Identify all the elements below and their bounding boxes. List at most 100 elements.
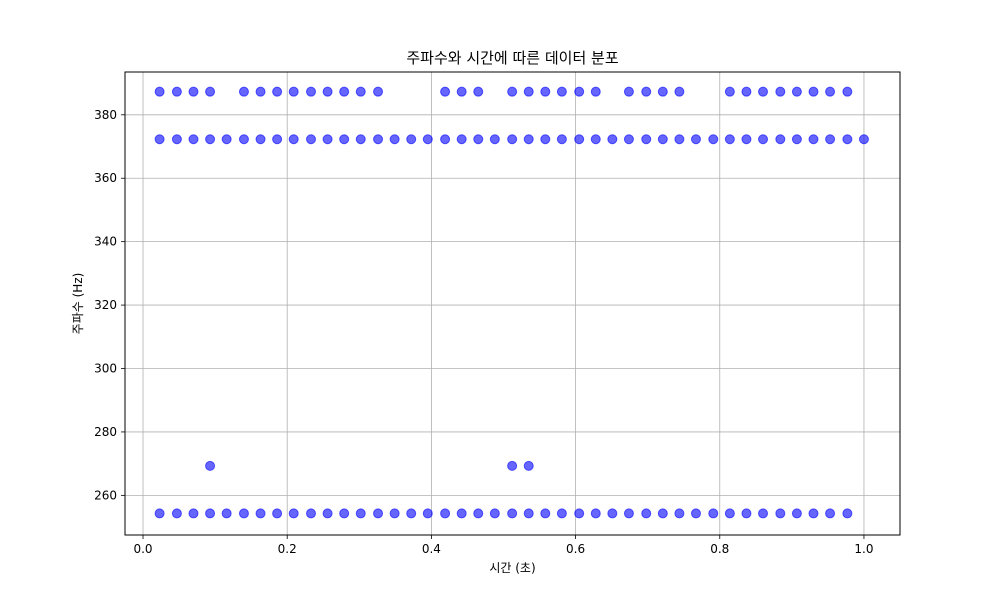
data-point [741,508,752,519]
data-point [556,508,567,519]
data-point [272,508,283,519]
data-point [473,134,484,145]
data-point [306,508,316,519]
data-point [574,508,585,519]
data-point [523,134,534,145]
data-point [775,134,786,145]
data-point [641,134,652,145]
data-point [607,508,618,519]
y-tick-label: 380 [94,108,117,122]
data-point [373,134,384,145]
data-point [154,134,165,145]
data-point [205,460,216,471]
y-axis-title: 주파수 (Hz) [71,273,85,335]
data-point [288,86,299,97]
x-tick-label: 0.8 [710,542,729,556]
data-point [255,86,266,97]
data-point [406,134,417,145]
data-point [690,508,701,519]
data-point [205,508,216,519]
data-point [473,86,484,97]
data-point [456,508,467,519]
data-point [171,86,182,97]
data-point [422,134,433,145]
y-tick-label: 360 [94,171,117,185]
data-point [825,508,836,519]
data-point [623,86,634,97]
data-point [708,134,719,145]
data-point [641,508,652,519]
data-point [657,134,668,145]
data-point [556,134,567,145]
plot-area-frame [124,71,901,536]
data-point [389,134,400,145]
x-axis-ticks: 0.0 0.2 0.4 0.6 0.8 1.0 [133,535,874,556]
data-point [507,460,518,471]
x-tick-label: 1.0 [854,542,873,556]
data-point [825,86,836,97]
data-point [574,134,585,145]
data-point [306,134,316,145]
data-point [523,460,534,471]
data-point [808,86,819,97]
data-point [574,86,585,97]
data-point [440,134,451,145]
data-point [674,508,685,519]
data-point [708,508,719,519]
y-axis-ticks: 260 280 300 320 340 360 380 [94,108,125,502]
data-point [355,134,366,145]
x-tick-label: 0.0 [133,542,152,556]
data-point [188,134,199,145]
data-point [775,86,786,97]
y-tick-label: 320 [94,298,117,312]
data-point [221,508,232,519]
x-tick-label: 0.6 [566,542,585,556]
data-point [507,86,518,97]
data-point [255,508,266,519]
data-point [657,86,668,97]
data-point [221,134,232,145]
data-point [272,134,283,145]
chart-title: 주파수와 시간에 따른 데이터 분포 [406,49,618,67]
data-point [540,508,551,519]
data-point [842,134,853,145]
data-point [238,86,249,97]
data-point [724,86,735,97]
data-point [188,508,199,519]
data-point [389,508,400,519]
y-tick-label: 260 [94,488,117,502]
data-point [641,86,652,97]
data-point [373,86,384,97]
data-point [322,508,333,519]
data-point [556,86,567,97]
data-point [858,134,869,145]
data-point [238,508,249,519]
y-tick-label: 280 [94,425,117,439]
data-point [507,508,518,519]
data-point [590,86,601,97]
data-point [456,134,467,145]
data-point [272,86,283,97]
y-tick-label: 300 [94,362,117,376]
data-point [674,134,685,145]
data-point [507,134,518,145]
data-point [724,508,735,519]
data-point [473,508,484,519]
data-point [373,508,384,519]
data-point [607,134,618,145]
data-point [171,508,182,519]
data-point [590,134,601,145]
data-point [288,134,299,145]
data-point [339,86,350,97]
data-point [825,134,836,145]
data-point [758,508,769,519]
data-point [489,134,500,145]
x-axis-title: 시간 (초) [489,561,535,575]
grid-lines [125,72,900,535]
data-point [724,134,735,145]
x-tick-label: 0.4 [422,542,441,556]
data-point [741,134,752,145]
data-point [322,86,333,97]
